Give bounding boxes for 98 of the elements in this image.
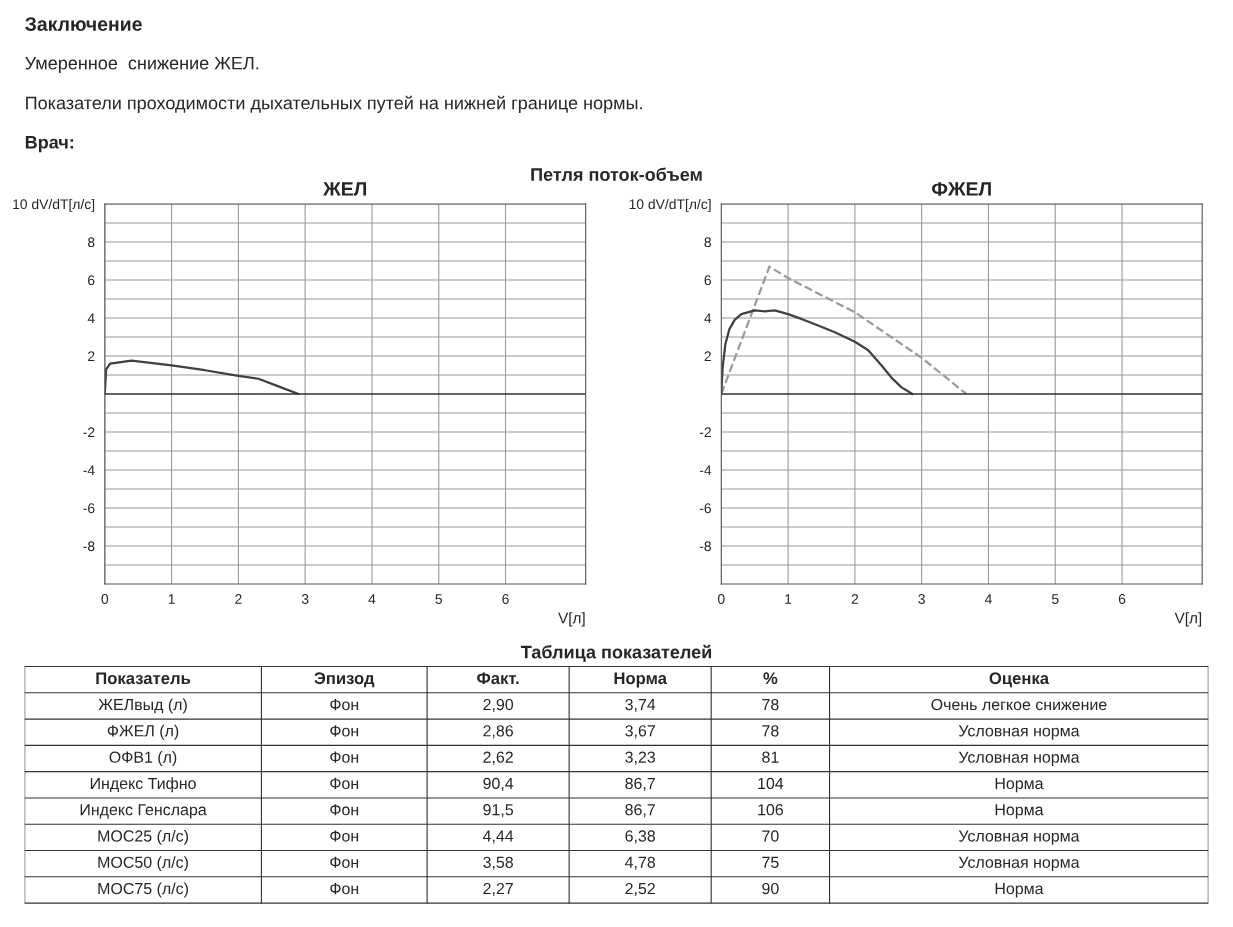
x-tick-label: 6 bbox=[1118, 594, 1126, 604]
text: 106 bbox=[758, 804, 783, 816]
text: 91,5 bbox=[483, 804, 514, 818]
text: 3,23 bbox=[625, 751, 656, 765]
text: 86,7 bbox=[625, 777, 655, 791]
text: Умеренное снижение ЖЕЛ. bbox=[25, 56, 259, 74]
text: 70 bbox=[762, 830, 779, 842]
text: Фон bbox=[330, 883, 359, 895]
text: 2,27 bbox=[483, 882, 513, 897]
chart-title: ЖЕЛ bbox=[323, 182, 367, 196]
x-axis-title: V[л] bbox=[1174, 612, 1202, 627]
text: 78 bbox=[762, 725, 779, 737]
text: 90 bbox=[762, 882, 779, 895]
text: ЖЕЛвыд (л) bbox=[98, 698, 187, 714]
x-tick-label: 4 bbox=[984, 594, 992, 604]
text: Фон bbox=[330, 751, 359, 763]
text: 75 bbox=[762, 856, 779, 868]
y-tick-label: 10 dV/dT[л/с] bbox=[13, 198, 95, 212]
text: 4,78 bbox=[625, 856, 656, 870]
y-tick-label: 8 bbox=[87, 237, 95, 248]
text: Фон bbox=[330, 830, 359, 842]
text: Фон bbox=[330, 725, 359, 737]
x-tick-label: 3 bbox=[301, 594, 309, 604]
text: % bbox=[763, 672, 778, 685]
y-tick-label: -6 bbox=[83, 503, 95, 514]
y-tick-label: -4 bbox=[83, 465, 95, 476]
text: 6,38 bbox=[625, 830, 656, 844]
y-tick-label: 6 bbox=[704, 275, 711, 286]
x-tick-label: 5 bbox=[1051, 594, 1059, 604]
x-axis-title: V[л] bbox=[558, 612, 585, 627]
text: Фон bbox=[330, 777, 359, 790]
text: МОС75 (л/с) bbox=[98, 882, 188, 898]
x-tick-label: 1 bbox=[168, 594, 175, 604]
text: Норма bbox=[995, 804, 1044, 819]
text: Петля поток-объем bbox=[531, 167, 702, 181]
x-tick-label: 6 bbox=[502, 594, 509, 604]
text: Врач: bbox=[25, 136, 74, 153]
text: Показатель bbox=[96, 672, 191, 685]
text: Фон bbox=[330, 699, 359, 711]
text: 3,67 bbox=[625, 725, 655, 739]
y-tick-label: 2 bbox=[704, 351, 711, 361]
text: Норма bbox=[995, 883, 1044, 898]
text: 2,52 bbox=[625, 882, 655, 897]
text: Условная норма bbox=[958, 856, 1080, 872]
x-tick-label: 4 bbox=[368, 594, 376, 604]
line-series bbox=[721, 309, 914, 396]
text: Индекс Тифно bbox=[90, 777, 196, 793]
text: 86,7 bbox=[625, 804, 655, 818]
y-tick-label: 8 bbox=[704, 237, 711, 248]
x-tick-label: 2 bbox=[235, 594, 242, 604]
text: Таблица показателей bbox=[520, 644, 712, 662]
y-tick-label: 6 bbox=[88, 275, 95, 286]
x-tick-label: 2 bbox=[851, 594, 859, 604]
text: 78 bbox=[762, 698, 779, 711]
text: 4,44 bbox=[482, 830, 514, 844]
y-tick-label: -2 bbox=[699, 427, 711, 438]
y-tick-label: 4 bbox=[704, 313, 712, 323]
y-tick-label: -2 bbox=[83, 427, 95, 438]
text: МОС50 (л/с) bbox=[98, 856, 188, 872]
text: 3,58 bbox=[483, 856, 513, 870]
text: Эпизод bbox=[314, 672, 375, 688]
y-tick-label: 2 bbox=[88, 351, 95, 361]
text: Оценка bbox=[989, 672, 1050, 688]
text: ФЖЕЛ (л) bbox=[107, 724, 179, 740]
line-series bbox=[104, 359, 300, 396]
chart-title: ФЖЕЛ bbox=[932, 182, 991, 196]
text: МОС25 (л/с) bbox=[98, 829, 188, 845]
text: ОФВ1 (л) bbox=[109, 751, 177, 766]
y-tick-label: 10 dV/dT[л/с] bbox=[629, 198, 711, 212]
text: Индекс Генслара bbox=[80, 804, 207, 819]
text: Фон bbox=[330, 856, 359, 868]
text: Фон bbox=[330, 804, 359, 816]
x-tick-label: 0 bbox=[101, 594, 109, 604]
text: 81 bbox=[762, 751, 779, 763]
text: Норма bbox=[614, 672, 668, 688]
text: Показатели проходимости дыхательных путей на нижней границе нормы. bbox=[26, 95, 642, 113]
y-tick-label: -8 bbox=[699, 541, 711, 552]
text: 2,86 bbox=[483, 725, 513, 739]
text: Заключение bbox=[25, 17, 142, 31]
text: Норма bbox=[995, 777, 1044, 793]
x-tick-label: 1 bbox=[785, 594, 792, 604]
text: Условная норма bbox=[958, 830, 1080, 845]
y-tick-label: -8 bbox=[83, 541, 95, 552]
text: Условная норма bbox=[958, 725, 1080, 740]
text: Очень легкое снижение bbox=[931, 698, 1107, 711]
text: Факт. bbox=[477, 672, 519, 685]
y-tick-label: -4 bbox=[699, 465, 712, 476]
x-tick-label: 0 bbox=[717, 594, 725, 604]
text: Условная норма bbox=[958, 751, 1080, 766]
text: 104 bbox=[758, 777, 784, 790]
text: 90,4 bbox=[483, 777, 514, 791]
x-tick-label: 3 bbox=[918, 594, 925, 604]
y-tick-label: 4 bbox=[87, 313, 95, 323]
y-tick-label: -6 bbox=[699, 503, 711, 514]
text: 2,62 bbox=[483, 751, 513, 765]
x-tick-label: 5 bbox=[435, 594, 443, 604]
text: 2,90 bbox=[483, 698, 514, 713]
text: 3,74 bbox=[625, 698, 656, 713]
